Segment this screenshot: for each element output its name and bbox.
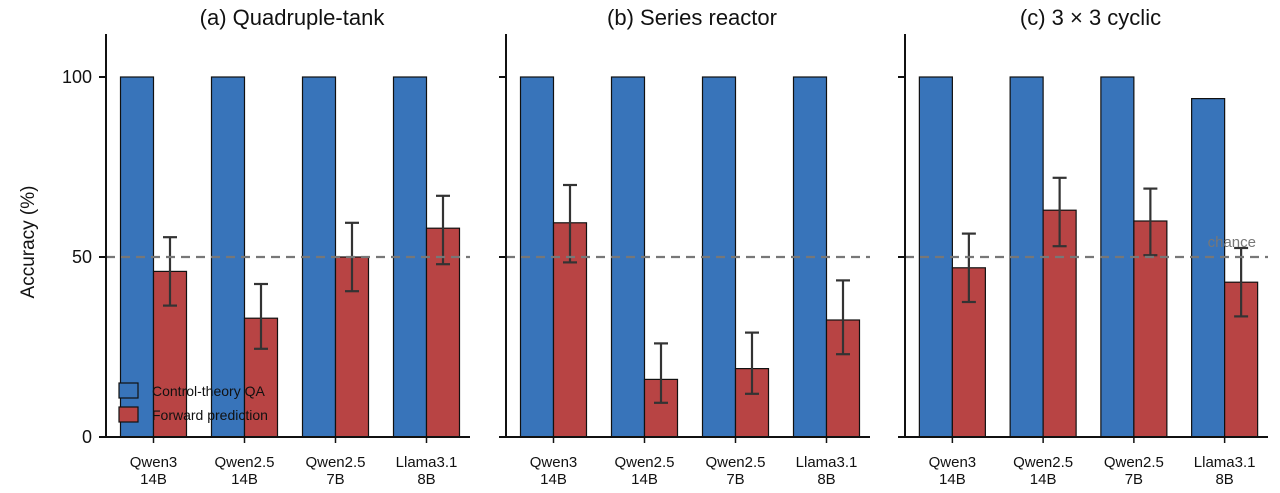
x-tick-label: 7B [326, 471, 344, 488]
x-tick-label: 8B [817, 471, 835, 488]
legend-swatch [118, 382, 139, 399]
panel-title: (a) Quadruple-tank [200, 5, 386, 30]
chart-panel-1: (a) Quadruple-tankQwen314BQwen2.514BQwen… [62, 5, 470, 488]
y-tick-label: 50 [72, 247, 92, 267]
chance-label: chance [1208, 234, 1256, 251]
x-tick-label: 14B [540, 471, 567, 488]
x-tick-label: 14B [939, 471, 966, 488]
chart-panel-2: (b) Series reactorQwen314BQwen2.514BQwen… [499, 5, 870, 488]
chart-panels: (a) Quadruple-tankQwen314BQwen2.514BQwen… [62, 5, 1268, 488]
panel-title: (c) 3 × 3 cyclic [1020, 5, 1161, 30]
y-tick-label: 0 [82, 427, 92, 447]
legend: Control-theory QA Forward prediction [118, 382, 268, 423]
x-tick-label: Llama3.1 [1194, 454, 1256, 471]
x-tick-label: 8B [417, 471, 435, 488]
x-tick-label: 14B [1030, 471, 1057, 488]
x-tick-label: Qwen2.5 [1013, 454, 1073, 471]
x-tick-label: 14B [631, 471, 658, 488]
legend-label: Control-theory QA [152, 383, 265, 399]
x-tick-label: 14B [140, 471, 167, 488]
x-tick-label: Llama3.1 [796, 454, 858, 471]
x-tick-label: Qwen2.5 [305, 454, 365, 471]
x-tick-label: Qwen3 [929, 454, 977, 471]
x-tick-label: Qwen2.5 [214, 454, 274, 471]
x-tick-label: 7B [1125, 471, 1143, 488]
panel-title: (b) Series reactor [607, 5, 777, 30]
x-tick-label: 8B [1215, 471, 1233, 488]
x-tick-label: Qwen3 [130, 454, 178, 471]
x-tick-label: 7B [726, 471, 744, 488]
x-tick-label: Qwen3 [530, 454, 578, 471]
x-tick-label: 14B [231, 471, 258, 488]
qa-bar [1191, 97, 1226, 438]
x-tick-label: Qwen2.5 [705, 454, 765, 471]
x-tick-label: Qwen2.5 [1104, 454, 1164, 471]
y-tick-label: 100 [62, 67, 92, 87]
x-tick-label: Llama3.1 [396, 454, 458, 471]
y-axis-label: Accuracy (%) [18, 186, 39, 299]
legend-label: Forward prediction [152, 407, 268, 423]
legend-swatch [118, 406, 139, 423]
chart-panel-3: (c) 3 × 3 cyclicQwen314BQwen2.514BQwen2.… [898, 5, 1268, 488]
x-tick-label: Qwen2.5 [614, 454, 674, 471]
